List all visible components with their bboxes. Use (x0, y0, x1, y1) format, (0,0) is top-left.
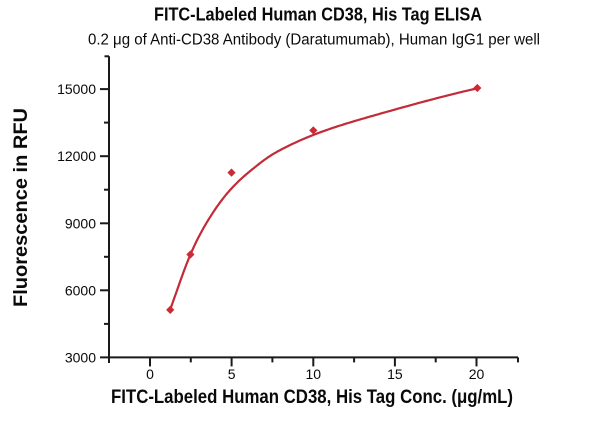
svg-text:12000: 12000 (57, 148, 96, 164)
svg-text:0.2 μg of Anti-CD38 Antibody (: 0.2 μg of Anti-CD38 Antibody (Daratumuma… (88, 32, 540, 49)
svg-text:Fluorescence in RFU: Fluorescence in RFU (11, 108, 32, 307)
svg-text:FITC-Labeled Human CD38, His T: FITC-Labeled Human CD38, His Tag ELISA (154, 5, 482, 25)
svg-text:15: 15 (387, 366, 403, 382)
svg-text:9000: 9000 (65, 215, 96, 231)
svg-text:0: 0 (146, 366, 154, 382)
svg-text:20: 20 (469, 366, 485, 382)
svg-text:FITC-Labeled Human CD38, His T: FITC-Labeled Human CD38, His Tag Conc. (… (111, 387, 513, 408)
svg-text:3000: 3000 (65, 349, 96, 365)
svg-text:5: 5 (228, 366, 236, 382)
svg-text:10: 10 (306, 366, 322, 382)
svg-text:15000: 15000 (57, 81, 96, 97)
svg-text:6000: 6000 (65, 282, 96, 298)
